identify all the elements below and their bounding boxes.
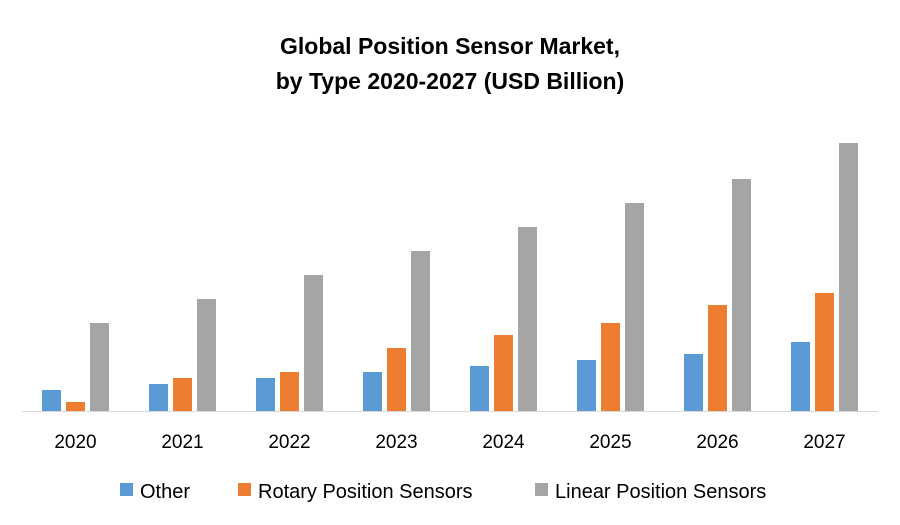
x-tick-label: 2025 [589, 432, 631, 453]
chart-title-line-1: Global Position Sensor Market, [280, 33, 620, 59]
bar-other-2025 [577, 360, 596, 411]
bar-rotary-position-sensors-2024 [494, 335, 513, 411]
bar-other-2024 [470, 366, 489, 411]
bar-linear-position-sensors-2024 [518, 227, 537, 411]
x-tick-label: 2024 [482, 432, 525, 453]
x-tick-label: 2020 [54, 432, 96, 453]
x-tick-label: 2023 [375, 432, 417, 453]
legend-swatch [238, 483, 251, 496]
legend-label: Rotary Position Sensors [258, 481, 473, 503]
x-tick-label: 2026 [696, 432, 738, 453]
bar-linear-position-sensors-2021 [197, 299, 216, 411]
bar-rotary-position-sensors-2022 [280, 372, 299, 411]
bar-rotary-position-sensors-2025 [601, 323, 620, 411]
bar-linear-position-sensors-2027 [839, 143, 858, 411]
x-tick-label: 2022 [268, 432, 310, 453]
bar-other-2021 [149, 384, 168, 411]
x-tick-label: 2021 [161, 432, 203, 453]
bar-other-2023 [363, 372, 382, 411]
bar-rotary-position-sensors-2027 [815, 293, 834, 411]
legend-swatch [535, 483, 548, 496]
bar-rotary-position-sensors-2023 [387, 348, 406, 411]
bar-other-2026 [684, 354, 703, 411]
bar-linear-position-sensors-2022 [304, 275, 323, 411]
legend-label: Other [140, 481, 190, 503]
bar-other-2027 [791, 342, 810, 411]
bar-rotary-position-sensors-2026 [708, 305, 727, 411]
bar-rotary-position-sensors-2021 [173, 378, 192, 411]
chart-title-line-2: by Type 2020-2027 (USD Billion) [275, 68, 625, 94]
bar-rotary-position-sensors-2020 [66, 402, 85, 411]
bar-linear-position-sensors-2023 [411, 251, 430, 411]
bar-linear-position-sensors-2026 [732, 179, 751, 411]
bar-other-2020 [42, 390, 61, 411]
bar-other-2022 [256, 378, 275, 411]
bar-linear-position-sensors-2020 [90, 323, 109, 411]
x-tick-label: 2027 [803, 432, 845, 453]
legend-label: Linear Position Sensors [555, 481, 766, 503]
legend-swatch [120, 483, 133, 496]
bar-linear-position-sensors-2025 [625, 203, 644, 411]
